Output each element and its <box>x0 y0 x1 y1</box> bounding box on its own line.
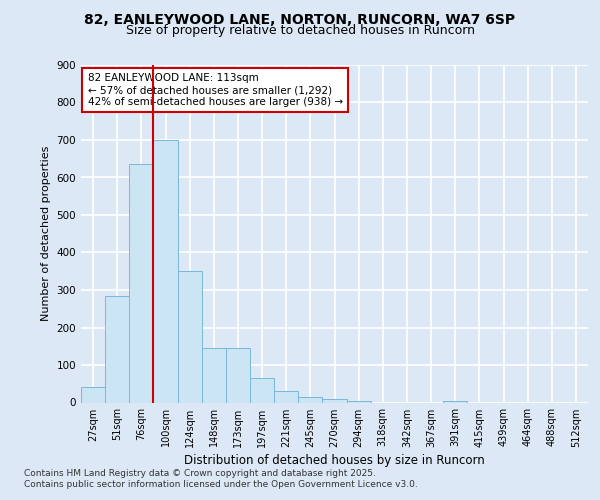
Bar <box>322 399 347 402</box>
Bar <box>105 296 129 403</box>
Bar <box>298 397 322 402</box>
Bar <box>202 348 226 403</box>
Text: 82, EANLEYWOOD LANE, NORTON, RUNCORN, WA7 6SP: 82, EANLEYWOOD LANE, NORTON, RUNCORN, WA… <box>85 12 515 26</box>
Bar <box>443 400 467 402</box>
Bar <box>129 164 154 402</box>
Text: Size of property relative to detached houses in Runcorn: Size of property relative to detached ho… <box>125 24 475 37</box>
Bar <box>250 378 274 402</box>
Bar <box>347 400 371 402</box>
Bar <box>226 348 250 403</box>
X-axis label: Distribution of detached houses by size in Runcorn: Distribution of detached houses by size … <box>184 454 485 466</box>
Bar <box>81 387 105 402</box>
Text: 82 EANLEYWOOD LANE: 113sqm
← 57% of detached houses are smaller (1,292)
42% of s: 82 EANLEYWOOD LANE: 113sqm ← 57% of deta… <box>88 74 343 106</box>
Y-axis label: Number of detached properties: Number of detached properties <box>41 146 51 322</box>
Bar <box>178 271 202 402</box>
Bar <box>154 140 178 402</box>
Text: Contains HM Land Registry data © Crown copyright and database right 2025.: Contains HM Land Registry data © Crown c… <box>24 468 376 477</box>
Bar <box>274 391 298 402</box>
Text: Contains public sector information licensed under the Open Government Licence v3: Contains public sector information licen… <box>24 480 418 489</box>
